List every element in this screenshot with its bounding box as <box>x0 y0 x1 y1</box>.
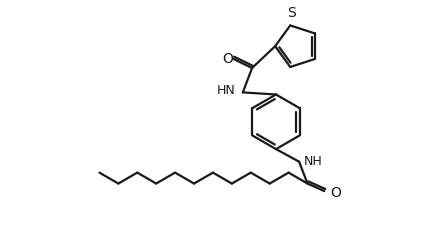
Text: O: O <box>222 52 233 66</box>
Text: NH: NH <box>303 155 322 168</box>
Text: S: S <box>287 6 296 20</box>
Text: O: O <box>330 186 341 200</box>
Text: HN: HN <box>216 84 235 97</box>
